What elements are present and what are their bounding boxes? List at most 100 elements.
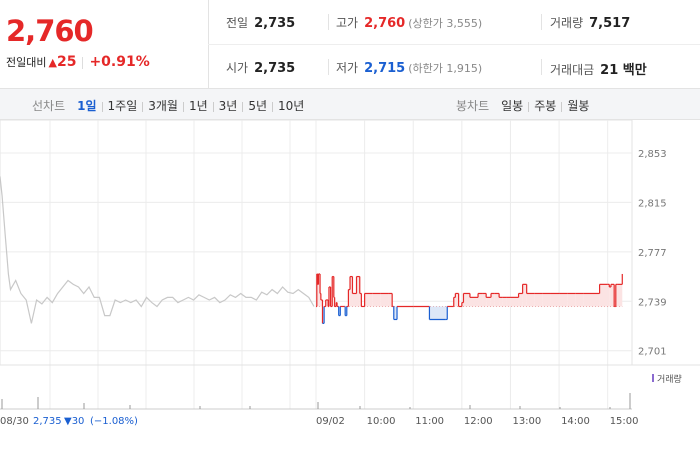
time-tick-label: 15:00 <box>610 416 639 427</box>
price-fill <box>494 293 500 307</box>
price-fill <box>328 286 331 307</box>
stat-label: 거래대금 <box>550 63 595 77</box>
price-fill <box>393 306 398 320</box>
price-fill <box>332 276 334 307</box>
period-3m[interactable]: 3개월 <box>148 99 178 113</box>
prev-day-close: 2,735 <box>33 416 62 427</box>
candle-daily[interactable]: 일봉 <box>501 99 524 113</box>
line-chart-periods: 선차트 1일 1주일 3개월 1년 3년 5년 10년 <box>32 97 304 114</box>
change-amount: 25 <box>56 54 77 70</box>
price-fill <box>455 293 459 307</box>
period-1d[interactable]: 1일 <box>77 99 97 113</box>
candle-chart-label: 봉차트 <box>456 99 490 113</box>
price-fill <box>350 276 353 307</box>
price-fill <box>372 293 381 307</box>
time-tick-label: 11:00 <box>415 416 444 427</box>
y-tick-label: 2,739 <box>638 297 667 308</box>
stat-value: 2,735 <box>254 61 296 76</box>
price-fill <box>599 284 608 307</box>
price-fill <box>482 293 487 307</box>
price-fill <box>463 293 470 307</box>
price-fill <box>491 293 495 307</box>
price-chart-svg: 2,853 2,815 2,777 2,739 2,701 거래량 08/30 2,735 ▼3… <box>0 119 700 427</box>
quote-header: 2,760 전일대비 ▲25 +0.91% 전일 2,735 고가 2,760 (상한가 … <box>0 0 700 89</box>
stats-row-1: 전일 2,735 고가 2,760 (상한가 3,555) 거래량 7,517 <box>208 0 700 44</box>
stat-value: 21 백만 <box>600 63 647 78</box>
price-fill <box>506 297 511 307</box>
price-fill <box>338 306 341 316</box>
time-tick-label: 10:00 <box>367 416 396 427</box>
price-fill <box>522 284 527 307</box>
chart-toolbar: 선차트 1일 1주일 3개월 1년 3년 5년 10년 봉차트 일봉 주봉 월봉 <box>0 89 700 120</box>
stats-row-2: 시가 2,735 저가 2,715 (하한가 1,915) 거래대금 21 백만 <box>208 44 700 89</box>
time-tick-label: 14:00 <box>561 416 590 427</box>
candle-weekly[interactable]: 주봉 <box>534 99 557 113</box>
divider <box>328 14 329 30</box>
price-fill <box>591 293 600 307</box>
price-fill <box>364 293 373 307</box>
price-fill <box>607 284 610 307</box>
price-fill <box>567 293 576 307</box>
price-fill <box>325 299 329 307</box>
price-fill <box>550 293 560 307</box>
candle-chart-periods: 봉차트 일봉 주봉 월봉 <box>456 97 589 114</box>
prev-day-line <box>0 176 315 324</box>
price-fill <box>320 299 323 307</box>
price-fill <box>359 293 362 307</box>
price-fill <box>469 297 479 307</box>
stat-open: 시가 2,735 <box>226 59 295 76</box>
stat-label: 거래량 <box>550 16 584 30</box>
price-fill <box>478 293 483 307</box>
stat-volume: 거래량 7,517 <box>550 14 630 31</box>
price-fill <box>514 297 519 307</box>
divider <box>541 59 542 75</box>
price-fill <box>322 306 325 324</box>
price-fill <box>583 293 592 307</box>
divider <box>82 56 84 69</box>
today-date: 09/02 <box>316 416 345 427</box>
y-tick-label: 2,701 <box>638 347 667 358</box>
divider <box>541 14 542 30</box>
price-fill <box>453 297 456 307</box>
stat-label: 고가 <box>336 16 359 30</box>
price-fill <box>348 289 351 307</box>
period-1w[interactable]: 1주일 <box>107 99 138 113</box>
stat-label: 시가 <box>226 61 249 75</box>
price-fill <box>518 293 523 307</box>
price-fill <box>352 293 357 307</box>
change-row: 전일대비 ▲25 +0.91% <box>6 54 150 70</box>
price-fill <box>615 284 618 307</box>
prev-day-change-pct: (−1.08%) <box>90 416 138 427</box>
price-fill <box>609 286 611 307</box>
change-label: 전일대비 <box>6 56 47 69</box>
price-chart[interactable]: 2,853 2,815 2,777 2,739 2,701 거래량 08/30 2,735 ▼3… <box>0 119 700 450</box>
period-10y[interactable]: 10년 <box>278 99 305 113</box>
price-fill <box>575 293 584 307</box>
price-fill <box>490 297 492 307</box>
price-fill <box>380 293 389 307</box>
y-tick-label: 2,815 <box>638 198 667 209</box>
price-fill <box>445 306 448 320</box>
price-fill <box>429 306 446 320</box>
stat-value: 7,517 <box>589 16 631 31</box>
change-percent: +0.91% <box>89 54 150 70</box>
price-fill <box>318 273 321 307</box>
stat-label: 저가 <box>336 61 359 75</box>
period-3y[interactable]: 3년 <box>218 99 238 113</box>
line-chart-label: 선차트 <box>32 99 66 113</box>
price-fill <box>610 284 615 307</box>
period-1y[interactable]: 1년 <box>188 99 208 113</box>
price-fill <box>345 306 347 316</box>
stat-low: 저가 2,715 (하한가 1,915) <box>336 59 482 76</box>
stat-prev-close: 전일 2,735 <box>226 14 295 31</box>
period-5y[interactable]: 5년 <box>248 99 268 113</box>
price-box: 2,760 전일대비 ▲25 +0.91% <box>0 0 209 88</box>
price-fill <box>502 297 507 307</box>
price-fill <box>559 293 568 307</box>
stat-amount: 거래대금 21 백만 <box>550 59 647 78</box>
current-price: 2,760 <box>6 14 94 48</box>
time-tick-label: 13:00 <box>512 416 541 427</box>
price-fill <box>486 297 491 307</box>
candle-monthly[interactable]: 월봉 <box>567 99 590 113</box>
y-tick-label: 2,853 <box>638 149 667 160</box>
